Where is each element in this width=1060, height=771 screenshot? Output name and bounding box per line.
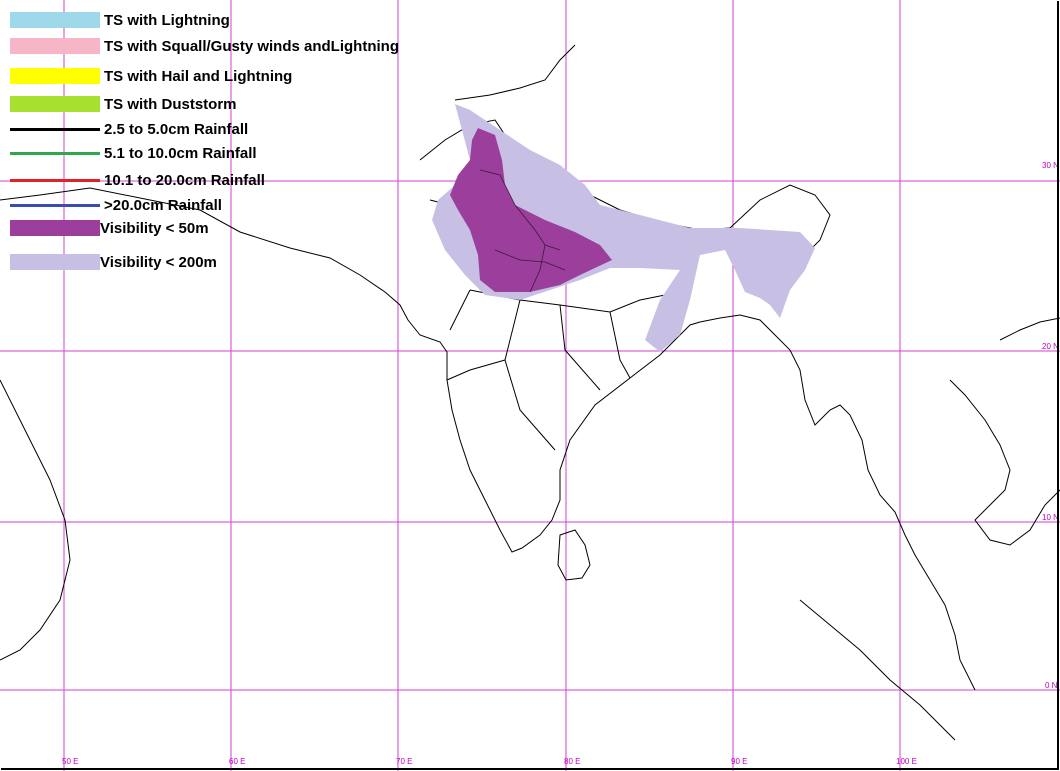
legend-ts-squall: TS with Squall/Gusty winds andLightning (10, 36, 399, 56)
vis-50-swatch (10, 220, 100, 236)
legend-rain-25-50: 2.5 to 5.0cm Rainfall (10, 119, 248, 139)
legend-ts-duststorm: TS with Duststorm (10, 94, 237, 114)
vis-200-label: Visibility < 200m (100, 253, 217, 271)
latitude-labels: 30 N 20 N 10 N 0 N (1042, 161, 1059, 690)
legend-rain-101-200: 10.1 to 20.0cm Rainfall (10, 170, 265, 190)
lon-label-100e: 100 E (896, 757, 917, 766)
legend-vis-200: Visibility < 200m (10, 252, 217, 272)
lat-label-30n: 30 N (1042, 161, 1059, 170)
visibility-50m-zone (450, 128, 612, 292)
ts-lightning-swatch (10, 12, 100, 28)
legend-ts-hail: TS with Hail and Lightning (10, 66, 292, 86)
ts-hail-label: TS with Hail and Lightning (104, 67, 293, 85)
ts-squall-swatch (10, 38, 100, 54)
legend-vis-50: Visibility < 50m (10, 218, 209, 238)
ts-hail-swatch (10, 68, 100, 84)
indochina-east-coast (999, 317, 1060, 341)
visibility-50m-borders (479, 169, 566, 293)
rain-101-200-label: 10.1 to 20.0cm Rainfall (104, 171, 265, 189)
ts-duststorm-swatch (10, 96, 100, 112)
ts-lightning-label: TS with Lightning (104, 11, 230, 29)
lon-label-60e: 60 E (229, 757, 245, 766)
rain-51-100-label: 5.1 to 10.0cm Rainfall (104, 144, 257, 162)
rain-25-50-label: 2.5 to 5.0cm Rainfall (104, 120, 249, 138)
ts-squall-label: TS with Squall/Gusty winds andLightning (104, 37, 399, 55)
lat-label-0n: 0 N (1045, 681, 1058, 690)
himalaya-line (454, 44, 576, 101)
rain-gt-200-swatch (10, 203, 100, 207)
legend-ts-lightning: TS with Lightning (10, 10, 230, 30)
arabian-coast (0, 379, 71, 661)
vis-200-swatch (10, 254, 100, 270)
sumatra-coast (799, 599, 956, 741)
rain-51-100-swatch (10, 151, 100, 155)
ts-duststorm-label: TS with Duststorm (104, 95, 237, 113)
rain-25-50-swatch (10, 127, 100, 131)
rain-gt-200-label: >20.0cm Rainfall (104, 196, 222, 214)
legend-rain-51-100: 5.1 to 10.0cm Rainfall (10, 143, 257, 163)
lon-label-90e: 90 E (731, 757, 747, 766)
legend-rain-gt-200: >20.0cm Rainfall (10, 195, 222, 215)
south-asia-coastline (0, 187, 976, 691)
state-lines-1 (449, 289, 691, 451)
lat-label-20n: 20 N (1042, 342, 1059, 351)
lon-label-50e: 50 E (62, 757, 78, 766)
rain-101-200-swatch (10, 178, 100, 182)
sri-lanka (557, 529, 591, 581)
indochina-coast (949, 379, 1060, 546)
lon-label-80e: 80 E (564, 757, 580, 766)
lon-label-70e: 70 E (396, 757, 412, 766)
lat-label-10n: 10 N (1042, 513, 1059, 522)
vis-50-label: Visibility < 50m (100, 219, 209, 237)
longitude-labels: 50 E 60 E 70 E 80 E 90 E 100 E (62, 757, 917, 766)
